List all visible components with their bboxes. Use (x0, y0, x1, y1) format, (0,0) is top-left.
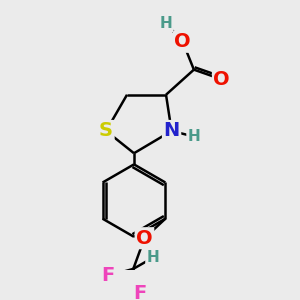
Text: S: S (99, 122, 113, 140)
Text: F: F (134, 284, 147, 300)
Text: O: O (136, 229, 153, 248)
Text: O: O (174, 32, 191, 51)
Text: H: H (160, 16, 172, 31)
Text: H: H (188, 129, 200, 144)
Text: N: N (164, 122, 180, 140)
Text: O: O (213, 70, 230, 89)
Text: H: H (146, 250, 159, 265)
Text: F: F (102, 266, 115, 285)
